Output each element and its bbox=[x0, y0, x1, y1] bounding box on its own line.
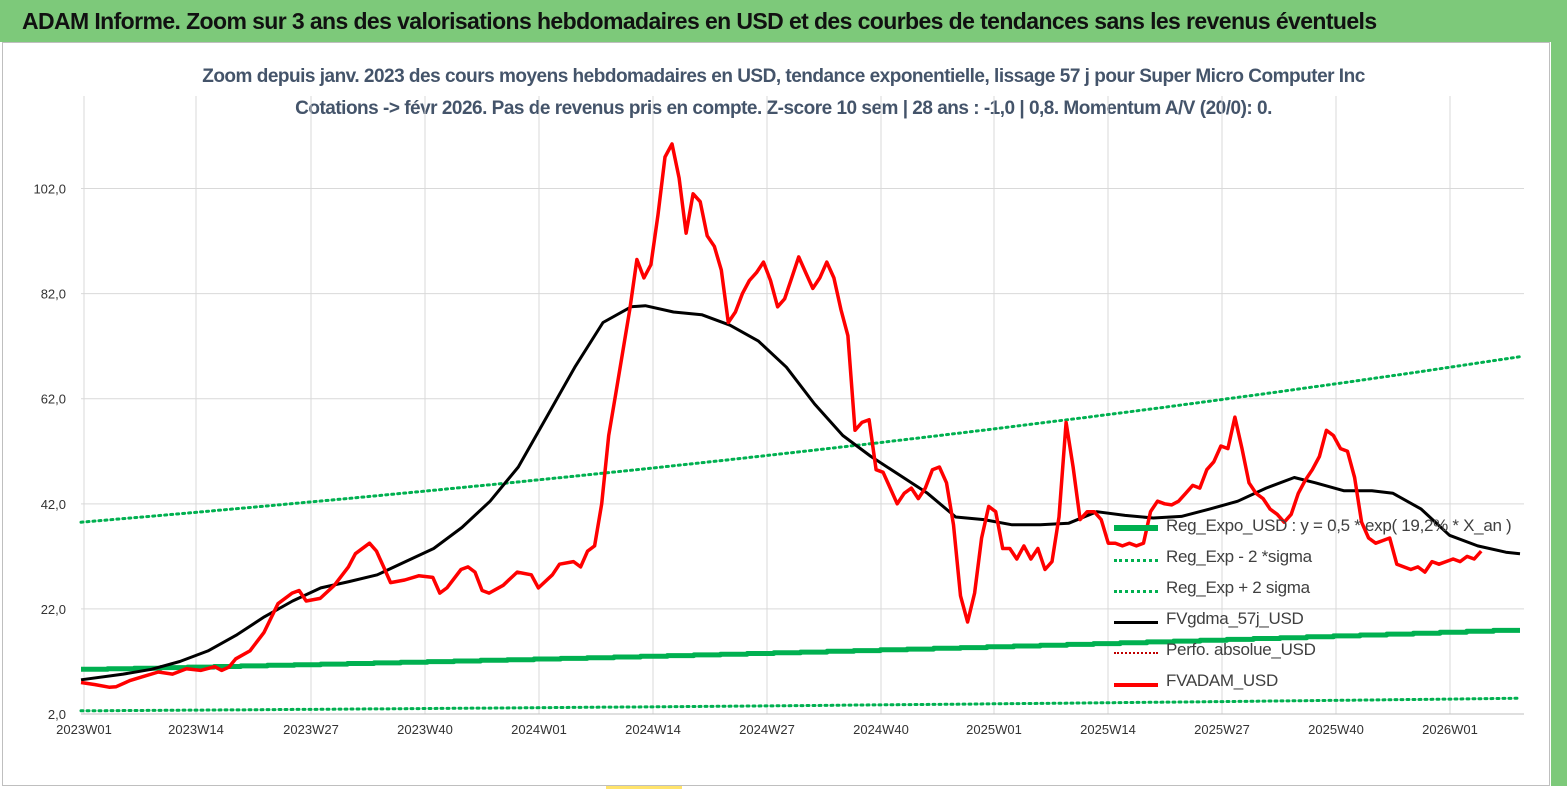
legend-label-fvgdma: FVgdma_57j_USD bbox=[1166, 609, 1304, 628]
legend-label-reg-plus: Reg_Exp + 2 sigma bbox=[1166, 578, 1310, 597]
legend-swatch-perfo bbox=[1114, 652, 1158, 654]
series-reg-expo bbox=[81, 627, 1520, 672]
x-tick-label: 2024W14 bbox=[625, 722, 681, 737]
x-tick-label: 2024W40 bbox=[853, 722, 909, 737]
chart-title: Zoom depuis janv. 2023 des cours moyens … bbox=[202, 66, 1365, 87]
x-tick-label: 2024W01 bbox=[511, 722, 567, 737]
y-tick-label: 82,0 bbox=[41, 287, 66, 302]
x-tick-label: 2025W40 bbox=[1308, 722, 1364, 737]
legend-item-reg-plus: Reg_Exp + 2 sigma bbox=[1112, 578, 1532, 604]
y-axis-ticks: 2,0 22,0 42,0 62,0 82,0 102,0 bbox=[33, 182, 66, 722]
legend-label-reg-minus: Reg_Exp - 2 *sigma bbox=[1166, 547, 1312, 566]
right-accent-strip bbox=[1551, 42, 1567, 792]
legend-item-reg-expo: Reg_Expo_USD : y = 0,5 * exp( 19,2% * X_… bbox=[1112, 516, 1532, 542]
y-tick-label: 42,0 bbox=[41, 497, 66, 512]
legend-swatch-fvgdma bbox=[1114, 621, 1158, 624]
legend-swatch-reg-minus bbox=[1114, 559, 1158, 562]
x-tick-label: 2024W27 bbox=[739, 722, 795, 737]
series-fvadam bbox=[80, 142, 1483, 689]
x-tick-label: 2026W01 bbox=[1422, 722, 1478, 737]
x-tick-label: 2025W14 bbox=[1080, 722, 1136, 737]
y-tick-label: 2,0 bbox=[48, 707, 66, 722]
x-tick-label: 2023W01 bbox=[56, 722, 112, 737]
legend-item-reg-minus: Reg_Exp - 2 *sigma bbox=[1112, 547, 1532, 573]
legend-item-fvgdma: FVgdma_57j_USD bbox=[1112, 609, 1532, 635]
legend-item-perfo: Perfo. absolue_USD bbox=[1112, 640, 1532, 666]
x-axis-ticks: 2023W01 2023W14 2023W27 2023W40 2024W01 2024W… bbox=[56, 722, 1478, 737]
x-tick-label: 2023W27 bbox=[283, 722, 339, 737]
chart-frame bbox=[2, 42, 1550, 786]
legend-swatch-reg-plus bbox=[1114, 590, 1158, 593]
chart-series bbox=[79, 142, 1522, 713]
legend-label-fvadam: FVADAM_USD bbox=[1166, 671, 1278, 690]
y-tick-label: 62,0 bbox=[41, 392, 66, 407]
legend-item-fvadam: FVADAM_USD bbox=[1112, 671, 1532, 697]
banner-title: ADAM Informe. Zoom sur 3 ans des valoris… bbox=[0, 0, 1567, 42]
chart-legend: Reg_Expo_USD : y = 0,5 * exp( 19,2% * X_… bbox=[1112, 516, 1532, 700]
x-tick-label: 2025W01 bbox=[966, 722, 1022, 737]
chart-grid bbox=[81, 96, 1524, 715]
x-tick-label: 2025W27 bbox=[1194, 722, 1250, 737]
series-reg-plus-2sigma bbox=[79, 355, 1522, 524]
legend-swatch-reg-expo bbox=[1114, 525, 1158, 531]
y-tick-label: 22,0 bbox=[41, 602, 66, 617]
x-tick-label: 2023W40 bbox=[397, 722, 453, 737]
legend-label-perfo: Perfo. absolue_USD bbox=[1166, 640, 1316, 659]
bottom-strip bbox=[0, 786, 1567, 792]
legend-label-reg-expo: Reg_Expo_USD : y = 0,5 * exp( 19,2% * X_… bbox=[1166, 516, 1512, 535]
bottom-mark bbox=[606, 786, 682, 789]
y-tick-label: 102,0 bbox=[33, 182, 66, 197]
x-tick-label: 2023W14 bbox=[168, 722, 224, 737]
series-fvgdma bbox=[80, 304, 1521, 682]
series-reg-minus-2sigma bbox=[79, 696, 1522, 713]
legend-swatch-fvadam bbox=[1114, 683, 1158, 687]
